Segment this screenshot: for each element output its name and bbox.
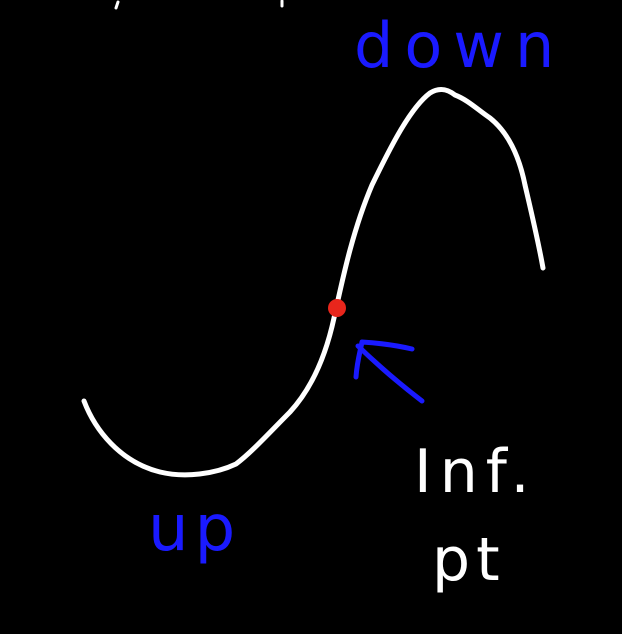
concave-down-label: down bbox=[354, 9, 565, 82]
inflection-point-dot bbox=[328, 299, 346, 317]
inflection-label-line1: Inf. bbox=[414, 437, 538, 507]
top-edge-fragment bbox=[114, 0, 120, 10]
concave-up-label: up bbox=[148, 492, 241, 566]
s-curve bbox=[81, 87, 546, 478]
arrow-up-left-icon bbox=[353, 339, 425, 404]
inflection-label-line2: pt bbox=[432, 525, 506, 595]
